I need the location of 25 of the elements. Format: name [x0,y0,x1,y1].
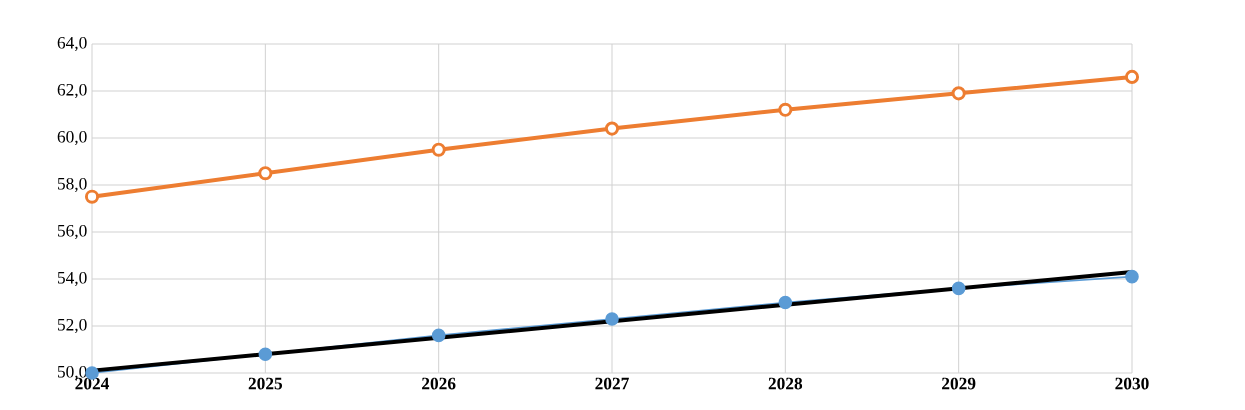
point [1124,69,1140,84]
y-tick-label: 52,0 [57,318,87,334]
x-tick-label: 2030 [1115,377,1149,390]
point [1125,269,1139,284]
x-tick-label: 2027 [595,377,629,390]
x-tick-label: 2026 [422,377,456,390]
point [778,102,793,117]
y-tick-label: 60,0 [57,130,87,146]
y-tick-label: 56,0 [57,224,87,240]
point [431,328,446,343]
point [431,142,446,157]
point [604,121,620,136]
x-tick-label: 2025 [248,377,283,390]
y-tick-label: 54,0 [57,271,87,287]
y-tick-label: 62,0 [57,83,87,99]
x-tick-label: 2029 [942,377,976,390]
point [258,166,273,181]
point [605,312,619,326]
y-tick-label: 64,0 [57,36,87,52]
point [258,347,273,361]
x-tick-label: 2028 [768,377,803,390]
point [951,86,966,101]
point [951,281,966,296]
y-tick-label: 58,0 [57,177,87,193]
point [778,295,793,310]
